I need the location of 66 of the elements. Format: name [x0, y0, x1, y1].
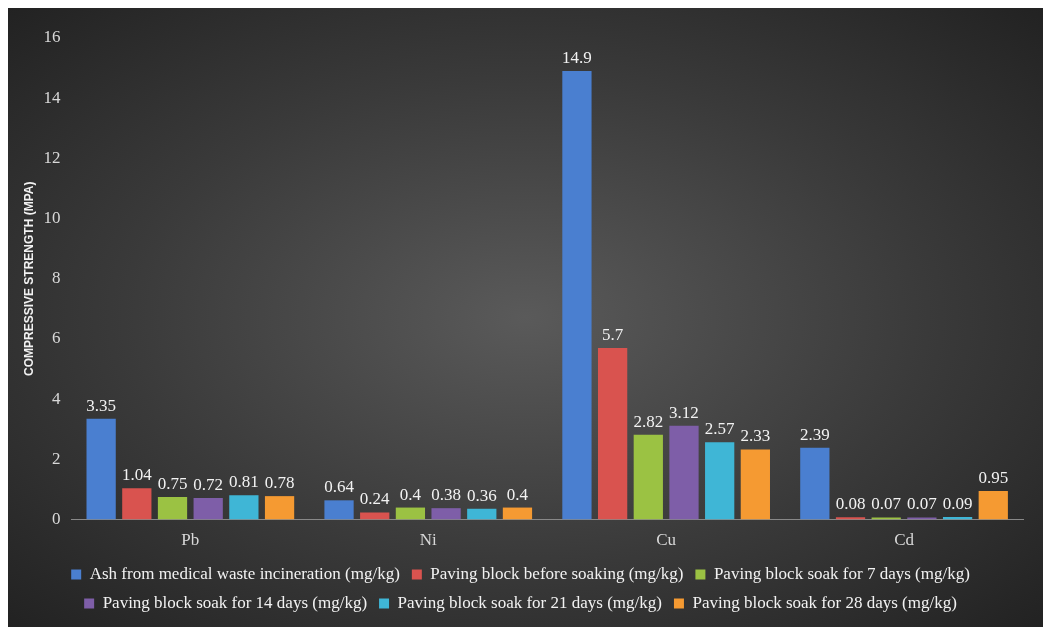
bar: [669, 425, 699, 520]
data-label: 2.82: [633, 411, 664, 431]
bar: [229, 495, 259, 520]
bar: [86, 418, 116, 520]
bar: [324, 500, 354, 520]
bar: [360, 512, 390, 520]
bar: [431, 508, 461, 520]
data-label: 0.64: [324, 477, 355, 497]
bar: [395, 507, 426, 520]
data-label: 5.7: [602, 325, 624, 344]
bar: [467, 508, 497, 520]
data-label: 14.9: [562, 48, 592, 68]
data-label: 0.24: [359, 489, 391, 509]
data-label: 0.36: [466, 485, 497, 505]
y-tick-label: 6: [51, 328, 61, 348]
data-label: 0.4: [399, 484, 422, 504]
legend-label: Paving block soak for 21 days (mg/kg): [397, 592, 662, 612]
y-axis-title: COMPRESSIVE STRENGTH (MPA): [21, 181, 36, 377]
data-label: 0.07: [871, 494, 902, 514]
data-label: 3.12: [669, 402, 699, 422]
data-label: 0.08: [835, 494, 866, 514]
data-label: 0.4: [506, 484, 529, 504]
data-label: 2.39: [799, 424, 830, 444]
bar: [871, 517, 901, 520]
y-tick-label: 8: [51, 268, 61, 288]
bar: [157, 497, 188, 520]
legend-label: Ash from medical waste incineration (mg/kg): [89, 563, 400, 583]
data-label: 0.09: [942, 493, 973, 513]
data-label: 0.07: [907, 494, 938, 514]
bar: [597, 348, 628, 520]
bar: [800, 447, 830, 520]
y-tick-label: 14: [43, 87, 61, 107]
data-label: 3.35: [86, 395, 117, 415]
bar: [978, 491, 1008, 520]
bar: [122, 488, 152, 520]
y-tick-label: 2: [51, 448, 61, 468]
legend-label: Paving block soak for 14 days (mg/kg): [102, 592, 368, 612]
bar: [907, 517, 937, 520]
y-tick-label: 4: [51, 388, 61, 408]
x-tick-label: Ni: [419, 530, 438, 550]
data-label: 0.78: [264, 473, 295, 493]
data-label: 0.81: [229, 472, 259, 492]
data-label: 1.04: [121, 465, 153, 485]
bar: [705, 442, 735, 520]
x-tick-label: Cu: [656, 530, 677, 550]
bar: [633, 434, 663, 520]
legend-label: Paving block before soaking (mg/kg): [430, 563, 684, 583]
y-tick-label: 0: [51, 509, 61, 529]
bar: [562, 71, 592, 520]
bar: [193, 497, 223, 520]
y-tick-label: 16: [43, 27, 61, 47]
data-label: 0.75: [157, 473, 188, 493]
data-label: 0.95: [978, 467, 1009, 487]
x-tick-label: Cd: [894, 530, 915, 550]
x-tick-label: Pb: [181, 530, 200, 550]
y-tick-label: 10: [43, 208, 61, 228]
legend-label: Paving block soak for 28 days (mg/kg): [692, 592, 957, 612]
data-label: 0.38: [431, 485, 461, 505]
data-label: 0.72: [193, 474, 224, 494]
legend-label: Paving block soak for 7 days (mg/kg): [713, 563, 970, 583]
bar: [502, 507, 533, 520]
data-label: 2.57: [704, 419, 736, 439]
y-tick-label: 12: [43, 147, 61, 167]
bar: [264, 496, 295, 520]
bar: [740, 449, 770, 520]
data-label: 2.33: [740, 426, 771, 446]
